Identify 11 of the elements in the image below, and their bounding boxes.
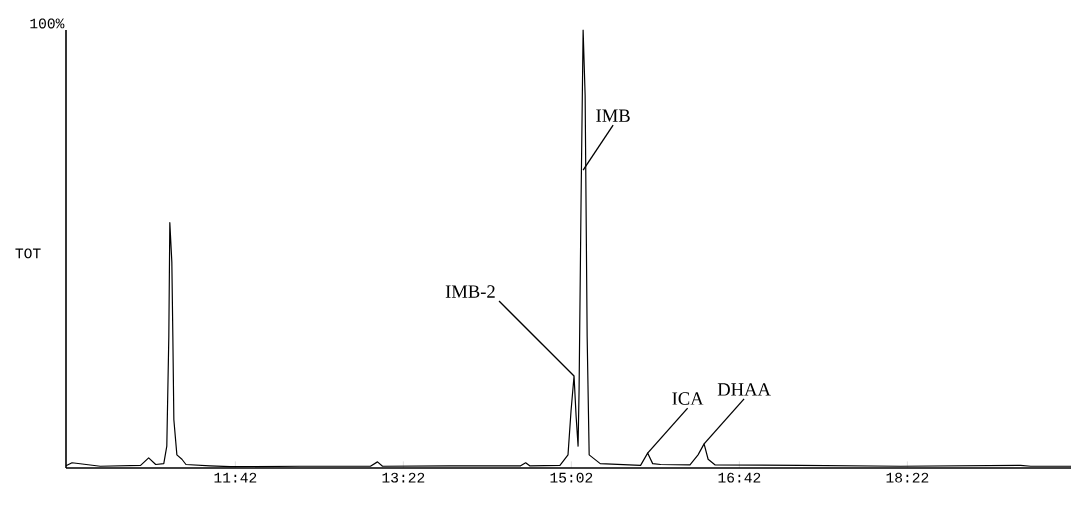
x-tick-label: 16:42 <box>718 472 761 483</box>
annotation: DHAA <box>717 383 771 396</box>
x-tick-label: 18:22 <box>886 472 929 483</box>
annotation: ICA <box>672 392 704 405</box>
annotation: IMB-2 <box>445 285 495 298</box>
x-tick-label: 13:22 <box>382 472 425 483</box>
x-tick-label: 15:02 <box>550 472 593 483</box>
text: 100% <box>30 18 65 29</box>
annotation: IMB <box>596 109 630 122</box>
x-tick-label: 11:42 <box>214 472 257 483</box>
y-axis-title: TOT <box>15 248 41 259</box>
